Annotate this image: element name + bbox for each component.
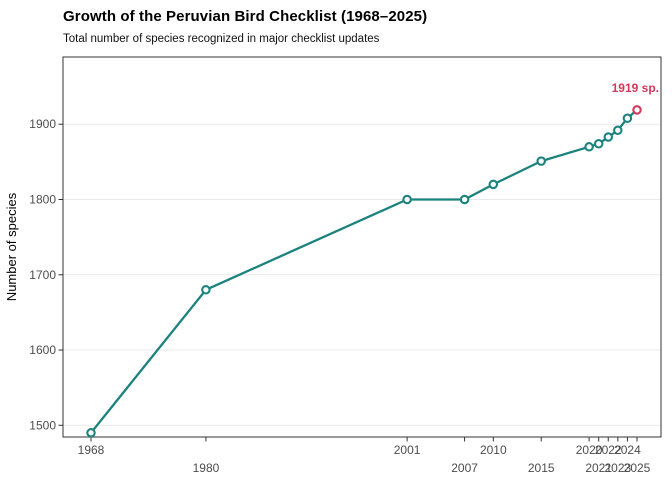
x-tick-label-2024: 2024: [614, 443, 641, 457]
x-tick-label-2022: 2022: [595, 443, 622, 457]
x-tick-label-2001: 2001: [394, 443, 421, 457]
x-tick-label-2021: 2021: [585, 461, 612, 475]
x-tick-label-2010: 2010: [480, 443, 507, 457]
data-points: [86, 105, 642, 438]
x-tick-label-2020: 2020: [576, 443, 603, 457]
plot-panel-border: [62, 56, 662, 438]
data-point-2015: [536, 156, 546, 166]
x-tick-label-1968: 1968: [78, 443, 105, 457]
x-tick-label-2023: 2023: [604, 461, 631, 475]
data-point-2023: [613, 125, 623, 136]
axis-ticks: [58, 123, 638, 442]
y-tick-label-1900: 1900: [29, 117, 56, 131]
chart-subtitle: Total number of species recognized in ma…: [63, 33, 380, 45]
x-tick-label-2025: 2025: [624, 461, 651, 475]
x-tick-label-2015: 2015: [528, 461, 555, 475]
data-point-2021: [593, 139, 604, 149]
data-point-1980: [201, 285, 211, 295]
gridlines: [63, 123, 661, 426]
data-point-2020: [584, 142, 594, 152]
data-point-2022: [603, 132, 614, 142]
x-tick-label-2007: 2007: [451, 461, 478, 475]
data-point-2025-highlight: [632, 105, 642, 115]
chart-title: Growth of the Peruvian Bird Checklist (1…: [63, 8, 428, 25]
y-tick-label-1700: 1700: [29, 268, 56, 282]
data-point-2007: [459, 194, 470, 205]
y-tick-label-1600: 1600: [29, 343, 56, 357]
y-axis-title: Number of species: [4, 192, 19, 301]
annotation-final-count: 1919 sp.: [612, 81, 659, 95]
x-tick-label-1980: 1980: [193, 461, 220, 475]
y-tick-label-1500: 1500: [29, 418, 56, 432]
data-point-2010: [488, 179, 499, 190]
y-tick-label-1800: 1800: [29, 192, 56, 206]
data-point-2024: [622, 113, 633, 123]
axis-tick-labels: 1500 1600 1700 1800 1900 1968 1980 2001 20072010…: [29, 117, 650, 475]
data-point-1968: [86, 428, 96, 438]
data-line: [89, 108, 639, 434]
data-point-2001: [402, 194, 412, 205]
